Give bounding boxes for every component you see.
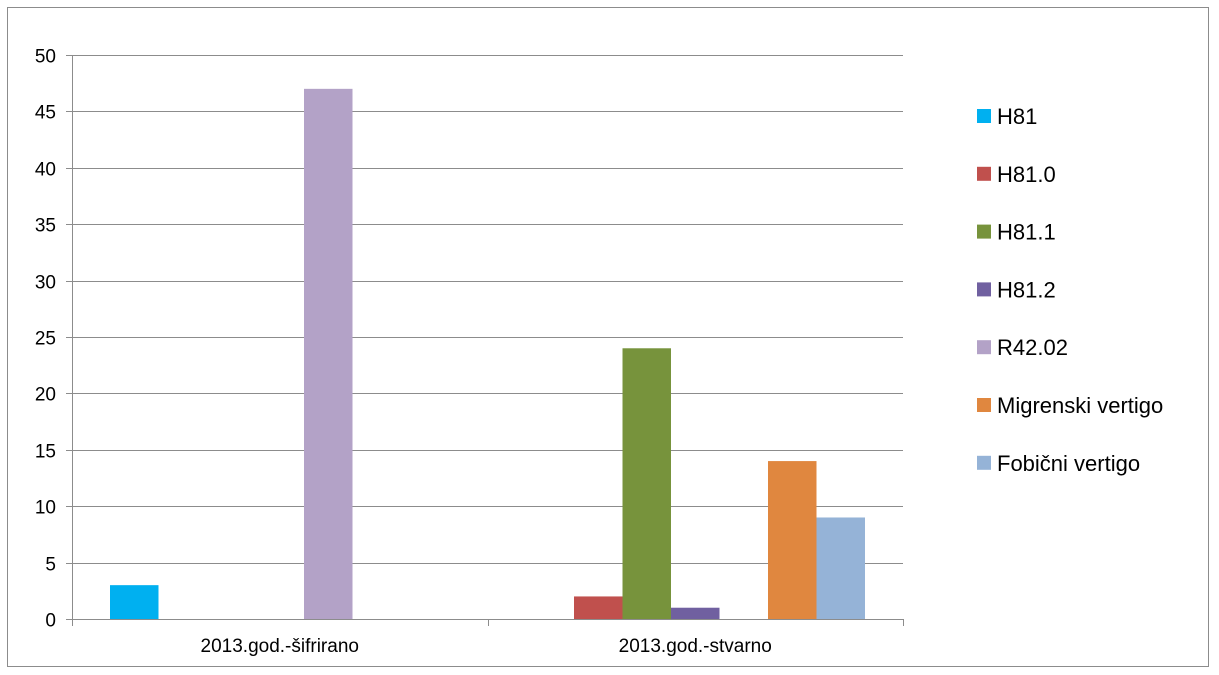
bar-fobi-ni-vertigo-2 <box>816 517 865 619</box>
y-axis-tick-labels: 0 5 10 15 20 25 30 35 40 45 50 <box>35 47 56 632</box>
y-tick-label: 45 <box>35 103 56 124</box>
bar-r42-02-1 <box>304 88 353 620</box>
legend-swatch <box>977 282 991 297</box>
legend-label: H81.0 <box>997 162 1056 187</box>
legend-label: H81.1 <box>997 220 1056 245</box>
legend-swatch <box>977 398 991 412</box>
axes <box>66 55 904 626</box>
bar-h81-0-2 <box>574 596 623 619</box>
legend-item: H81.2 <box>977 277 1056 302</box>
y-tick-label: 15 <box>35 442 56 463</box>
bar-migrenski-vertigo-2 <box>768 461 817 619</box>
x-category-label: 2013.god.-stvarno <box>619 636 772 657</box>
y-tick-label: 40 <box>35 160 56 181</box>
legend: H81 H81.0 H81.1 H81.2 R42.02 Migrenski vertig… <box>977 104 1163 476</box>
bars <box>110 88 865 620</box>
gridlines <box>72 55 903 564</box>
legend-swatch <box>977 340 991 355</box>
bar-h81-1 <box>110 585 159 619</box>
legend-item: H81 <box>977 104 1037 129</box>
legend-item: H81.0 <box>977 162 1056 187</box>
y-tick-label: 30 <box>35 273 56 294</box>
legend-item: R42.02 <box>977 335 1068 360</box>
y-tick-label: 20 <box>35 385 56 406</box>
legend-label: Migrenski vertigo <box>997 393 1163 418</box>
bar-h81-1-2 <box>622 348 671 619</box>
legend-swatch <box>977 455 991 470</box>
bar-h81-2-2 <box>671 607 720 619</box>
x-axis-tick-labels: 2013.god.-šifrirano 2013.god.-stvarno <box>201 636 772 657</box>
y-tick-label: 10 <box>35 498 56 519</box>
legend-label: R42.02 <box>997 335 1068 360</box>
legend-item: Fobični vertigo <box>977 451 1140 476</box>
legend-swatch <box>977 166 991 181</box>
legend-label: H81.2 <box>997 277 1056 302</box>
y-tick-label: 35 <box>35 216 56 237</box>
legend-item: Migrenski vertigo <box>977 393 1163 418</box>
y-tick-label: 5 <box>45 555 56 576</box>
y-tick-label: 25 <box>35 329 56 350</box>
legend-label: Fobični vertigo <box>997 451 1140 476</box>
legend-item: H81.1 <box>977 220 1056 245</box>
legend-swatch <box>977 224 991 239</box>
x-category-label: 2013.god.-šifrirano <box>201 636 359 657</box>
y-tick-label: 0 <box>45 611 56 632</box>
y-tick-label: 50 <box>35 47 56 68</box>
legend-swatch <box>977 109 991 123</box>
legend-label: H81 <box>997 104 1037 129</box>
